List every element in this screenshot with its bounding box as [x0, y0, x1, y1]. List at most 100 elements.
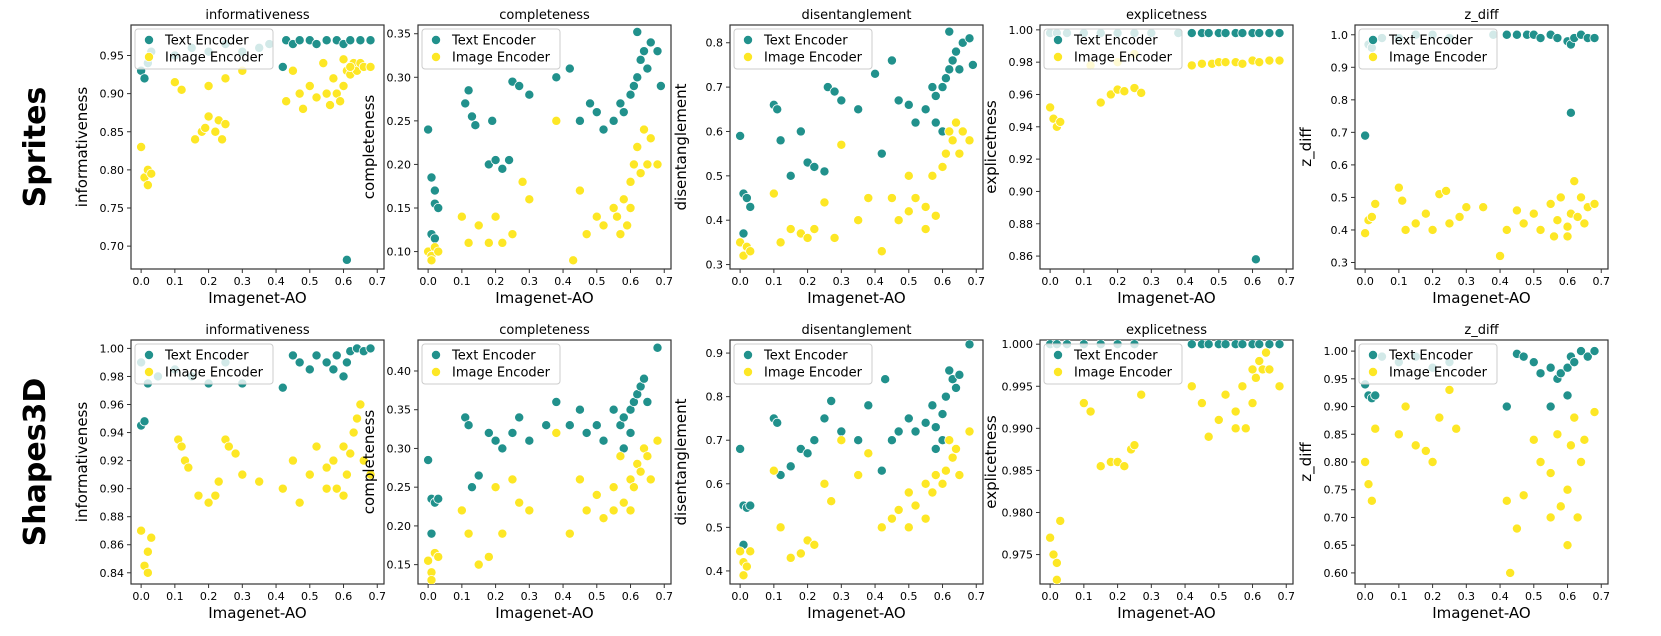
y-tick-label: 0.9 [706, 347, 724, 360]
y-axis-label: explicetness [982, 100, 1000, 194]
image-encoder-point [210, 126, 221, 137]
text-encoder-point [1237, 28, 1248, 39]
y-tick-label: 0.30 [387, 442, 412, 455]
image-encoder-point [203, 81, 214, 92]
image-encoder-point [940, 148, 951, 159]
text-encoder-point [1555, 368, 1566, 379]
x-tick-label: 0.1 [166, 590, 184, 603]
text-encoder-point [819, 166, 830, 177]
text-encoder-point [944, 64, 955, 75]
image-encoder-point [1186, 381, 1197, 392]
image-encoder-point [652, 159, 663, 170]
x-tick-label: 0.4 [1176, 590, 1194, 603]
image-encoder-point [1240, 423, 1251, 434]
image-encoder-point [642, 159, 653, 170]
text-encoder-point [951, 46, 962, 57]
image-encoder-point [1230, 423, 1241, 434]
image-encoder-point [338, 490, 349, 501]
x-tick-label: 0.1 [453, 275, 471, 288]
image-encoder-point [1501, 495, 1512, 506]
image-encoder-point [341, 469, 352, 480]
text-encoder-point [1552, 33, 1563, 44]
image-encoder-point [632, 141, 643, 152]
y-tick-label: 0.3 [706, 259, 724, 272]
image-encoder-point [927, 170, 938, 181]
legend-marker [1368, 349, 1379, 360]
y-tick-label: 0.86 [100, 539, 125, 552]
image-encoder-point [1247, 364, 1258, 375]
image-encoder-point [497, 528, 508, 539]
y-tick-label: 0.70 [100, 240, 125, 253]
image-encoder-point [1213, 414, 1224, 425]
image-encoder-point [1393, 429, 1404, 440]
text-encoder-point [277, 61, 288, 72]
image-encoder-point [574, 474, 585, 485]
image-encoder-point [1528, 434, 1539, 445]
image-encoder-point [304, 469, 315, 480]
x-tick-label: 0.1 [1390, 590, 1408, 603]
image-encoder-point [1495, 250, 1506, 261]
image-encoder-point [1186, 60, 1197, 71]
y-tick-label: 0.25 [387, 481, 412, 494]
x-tick-label: 0.0 [419, 275, 437, 288]
text-encoder-point [745, 201, 756, 212]
scatter-panel-5: z_diff 0.0 0.1 0.2 0.3 0.4 0.5 0.6 0.7 0.3 0.4 0.5 0… [1297, 8, 1610, 307]
image-encoder-point [365, 61, 376, 72]
text-encoder-point [277, 382, 288, 393]
text-encoder-point [910, 426, 921, 437]
text-encoder-point [940, 391, 951, 402]
x-tick-label: 0.5 [1210, 590, 1228, 603]
image-encoder-point [1203, 431, 1214, 442]
image-encoder-point [1565, 440, 1576, 451]
y-tick-label: 0.8 [1331, 94, 1349, 107]
image-encoder-point [1095, 97, 1106, 108]
image-encoder-point [886, 193, 897, 204]
text-encoder-point [930, 90, 941, 101]
y-tick-label: 0.90 [100, 483, 125, 496]
x-tick-label: 0.3 [1458, 275, 1476, 288]
x-tick-label: 0.4 [554, 275, 572, 288]
text-encoder-point [423, 124, 434, 135]
image-encoder-point [625, 202, 636, 213]
image-encoder-point [1397, 195, 1408, 206]
x-tick-label: 0.5 [900, 590, 918, 603]
legend-box [1358, 28, 1498, 70]
image-encoder-point [1254, 356, 1265, 367]
legend-label: Image Encoder [764, 366, 863, 381]
image-encoder-point [1444, 218, 1455, 229]
x-tick-label: 0.3 [234, 590, 252, 603]
text-encoder-point [772, 104, 783, 115]
y-tick-label: 0.65 [1324, 539, 1349, 552]
text-encoder-point [870, 68, 881, 79]
image-encoder-point [625, 505, 636, 516]
text-encoder-point [639, 373, 650, 384]
image-encoder-point [517, 176, 528, 187]
y-tick-label: 0.92 [100, 455, 125, 468]
x-axis-label: Imagenet-AO [495, 604, 593, 622]
image-encoder-point [1454, 211, 1465, 222]
image-encoder-point [951, 443, 962, 454]
image-encoder-point [507, 229, 518, 240]
x-tick-label: 0.0 [132, 590, 150, 603]
legend-marker [743, 349, 754, 360]
legend: Text Encoder Image Encoder [1358, 343, 1498, 385]
y-tick-label: 0.20 [387, 158, 412, 171]
row-label-shapes3d: Shapes3D [18, 378, 53, 547]
text-encoder-point [139, 73, 150, 84]
text-encoder-point [735, 443, 746, 454]
image-encoder-point [254, 476, 265, 487]
panel-title: informativeness [205, 8, 310, 23]
image-encoder-point [920, 478, 931, 489]
image-encoder-point [1230, 406, 1241, 417]
image-encoder-point [1366, 495, 1377, 506]
text-encoder-point [507, 427, 518, 438]
text-encoder-point [311, 39, 322, 50]
text-encoder-point [487, 115, 498, 126]
text-encoder-point [338, 371, 349, 382]
y-tick-label: 0.5 [1331, 191, 1349, 204]
text-encoder-point [930, 117, 941, 128]
image-encoder-point [136, 525, 147, 536]
text-encoder-point [635, 54, 646, 65]
x-tick-label: 0.7 [968, 590, 986, 603]
image-encoder-point [210, 490, 221, 501]
